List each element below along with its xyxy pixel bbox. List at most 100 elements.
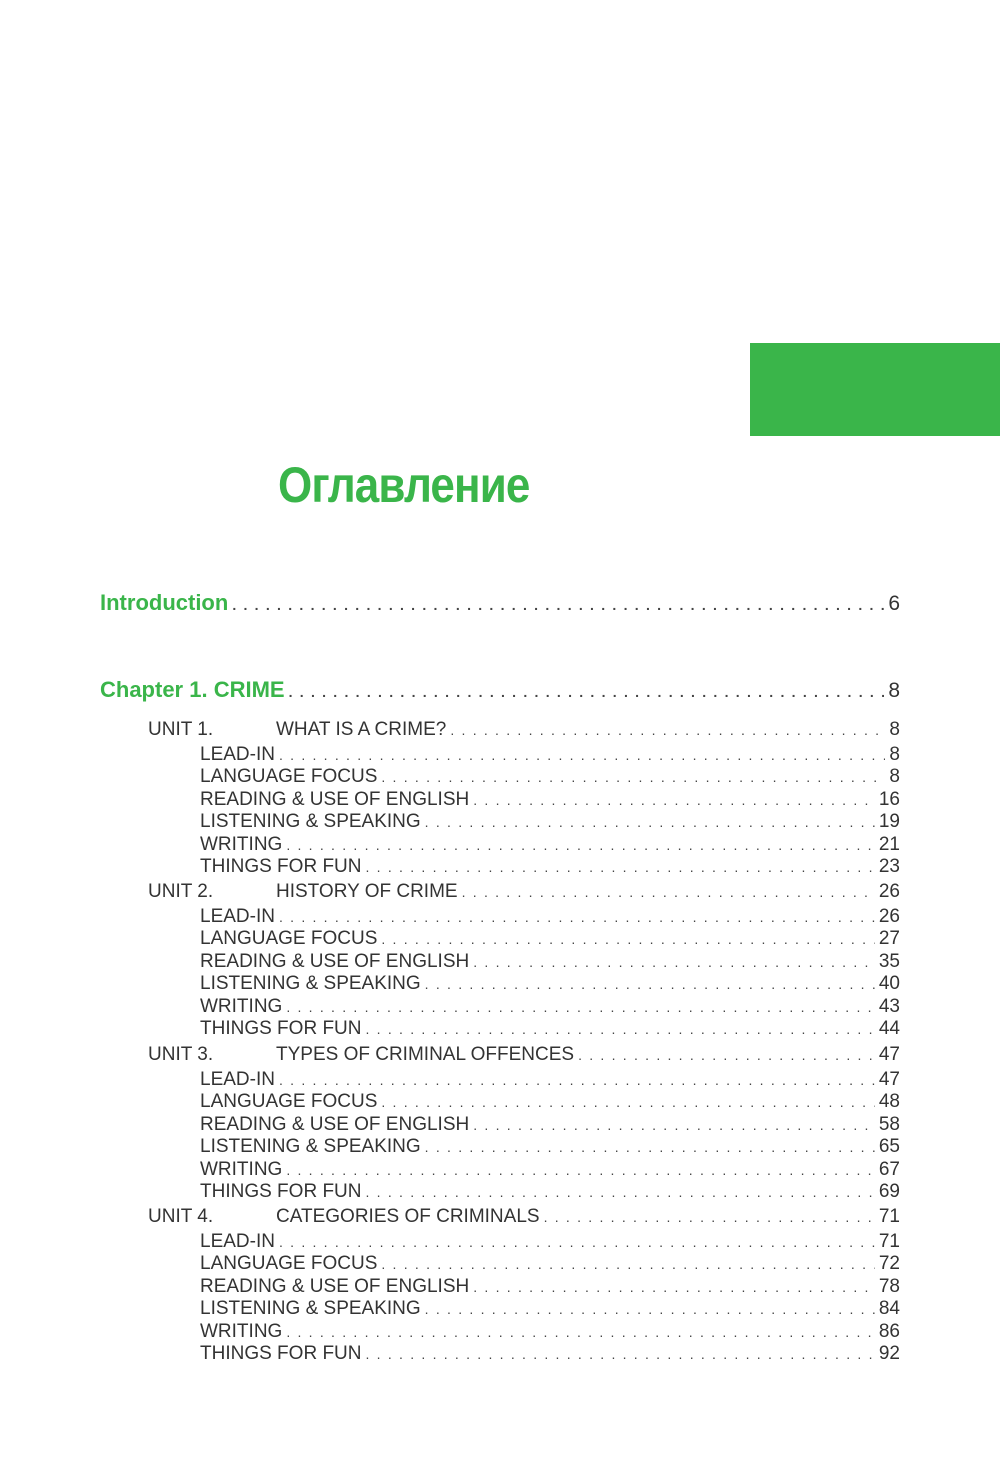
toc-entry-section[interactable]: LANGUAGE FOCUS 48 bbox=[200, 1091, 900, 1113]
toc-entry-section[interactable]: LISTENING & SPEAKING 19 bbox=[200, 811, 900, 833]
toc-entry-page: 8 bbox=[888, 679, 900, 702]
section-label: LEAD-IN bbox=[200, 1069, 275, 1090]
unit-number: UNIT 4. bbox=[148, 1206, 214, 1227]
dot-leader bbox=[473, 954, 875, 970]
dot-leader bbox=[381, 1094, 874, 1110]
toc-entry-section[interactable]: LISTENING & SPEAKING 65 bbox=[200, 1136, 900, 1158]
section-page: 67 bbox=[878, 1158, 900, 1180]
section-page: 26 bbox=[878, 906, 900, 927]
toc-entry-section[interactable]: LEAD-IN 71 bbox=[200, 1231, 900, 1253]
dot-leader bbox=[578, 1047, 875, 1063]
section-label: LISTENING & SPEAKING bbox=[200, 973, 421, 995]
dot-leader bbox=[286, 999, 875, 1015]
section-label: WRITING bbox=[200, 995, 283, 1017]
dot-leader bbox=[381, 931, 874, 947]
toc-entry-section[interactable]: WRITING 67 bbox=[200, 1159, 900, 1181]
section-page: 8 bbox=[889, 744, 900, 765]
unit-number: UNIT 2. bbox=[148, 881, 214, 902]
toc-entry-label: Chapter 1. CRIME bbox=[100, 677, 285, 702]
section-label: READING & USE OF ENGLISH bbox=[200, 950, 470, 972]
unit-page: 8 bbox=[889, 719, 900, 740]
section-label: LEAD-IN bbox=[200, 1231, 275, 1252]
toc-entry-section[interactable]: LISTENING & SPEAKING 40 bbox=[200, 973, 900, 995]
dot-leader bbox=[286, 837, 875, 853]
unit-title: HISTORY OF CRIME bbox=[276, 881, 458, 902]
section-page: 19 bbox=[878, 811, 900, 833]
unit-number: UNIT 3. bbox=[148, 1044, 214, 1065]
toc-entry-unit[interactable]: UNIT 4. CATEGORIES OF CRIMINALS 71 bbox=[148, 1206, 900, 1228]
toc-entry-section[interactable]: READING & USE OF ENGLISH 58 bbox=[200, 1114, 900, 1136]
toc-entry-section[interactable]: THINGS FOR FUN 69 bbox=[200, 1181, 900, 1203]
section-label: LEAD-IN bbox=[200, 744, 275, 765]
toc-entry-section[interactable]: WRITING 86 bbox=[200, 1321, 900, 1343]
toc-entry-section[interactable]: LANGUAGE FOCUS 27 bbox=[200, 928, 900, 950]
toc-entry-section[interactable]: READING & USE OF ENGLISH 78 bbox=[200, 1276, 900, 1298]
section-label: LANGUAGE FOCUS bbox=[200, 1253, 378, 1275]
dot-leader bbox=[279, 909, 875, 925]
toc-entry-section[interactable]: LANGUAGE FOCUS 8 bbox=[200, 766, 900, 788]
section-page: 78 bbox=[878, 1275, 900, 1297]
toc-entry-chapter[interactable]: Chapter 1. CRIME 8 bbox=[100, 677, 900, 703]
dot-leader bbox=[473, 792, 875, 808]
dot-leader bbox=[425, 1139, 875, 1155]
toc-entry-unit[interactable]: UNIT 1. WHAT IS A CRIME? 8 bbox=[148, 719, 900, 741]
section-page: 43 bbox=[878, 995, 900, 1017]
toc-entry-page: 6 bbox=[888, 592, 900, 615]
toc-entry-section[interactable]: WRITING 21 bbox=[200, 834, 900, 856]
section-page: 27 bbox=[878, 928, 900, 950]
section-label: THINGS FOR FUN bbox=[200, 1343, 362, 1364]
page-title: Оглавление bbox=[278, 457, 530, 513]
section-page: 8 bbox=[889, 766, 900, 788]
toc-entry-section[interactable]: LEAD-IN 47 bbox=[200, 1069, 900, 1091]
toc-entry-section[interactable]: THINGS FOR FUN 92 bbox=[200, 1343, 900, 1365]
toc-entry-section[interactable]: THINGS FOR FUN 44 bbox=[200, 1018, 900, 1040]
dot-leader bbox=[473, 1117, 875, 1133]
toc-entry-section[interactable]: LANGUAGE FOCUS 72 bbox=[200, 1253, 900, 1275]
toc-entry-section[interactable]: LISTENING & SPEAKING 84 bbox=[200, 1298, 900, 1320]
section-page: 47 bbox=[878, 1069, 900, 1090]
toc-entry-section[interactable]: LEAD-IN 8 bbox=[200, 744, 900, 766]
dot-leader bbox=[279, 747, 885, 763]
dot-leader bbox=[289, 684, 885, 700]
section-label: WRITING bbox=[200, 1158, 283, 1180]
toc-entry-unit[interactable]: UNIT 2. HISTORY OF CRIME 26 bbox=[148, 881, 900, 903]
dot-leader bbox=[366, 1021, 875, 1037]
section-label: LANGUAGE FOCUS bbox=[200, 1091, 378, 1113]
unit-page: 26 bbox=[878, 881, 900, 902]
section-label: LEAD-IN bbox=[200, 906, 275, 927]
dot-leader bbox=[425, 976, 875, 992]
dot-leader bbox=[425, 814, 875, 830]
section-page: 69 bbox=[878, 1181, 900, 1202]
dot-leader bbox=[279, 1234, 875, 1250]
section-label: THINGS FOR FUN bbox=[200, 856, 362, 877]
dot-leader bbox=[473, 1279, 875, 1295]
toc-entry-unit[interactable]: UNIT 3. TYPES OF CRIMINAL OFFENCES 47 bbox=[148, 1044, 900, 1066]
section-label: LANGUAGE FOCUS bbox=[200, 766, 378, 788]
toc-entry-section[interactable]: READING & USE OF ENGLISH 16 bbox=[200, 789, 900, 811]
unit-number: UNIT 1. bbox=[148, 719, 214, 740]
dot-leader bbox=[232, 597, 884, 613]
dot-leader bbox=[544, 1209, 875, 1225]
section-label: LISTENING & SPEAKING bbox=[200, 1136, 421, 1158]
section-page: 84 bbox=[878, 1298, 900, 1320]
unit-title: CATEGORIES OF CRIMINALS bbox=[276, 1206, 540, 1227]
toc-entry-section[interactable]: THINGS FOR FUN 23 bbox=[200, 856, 900, 878]
dot-leader bbox=[366, 1346, 875, 1362]
unit-title: TYPES OF CRIMINAL OFFENCES bbox=[276, 1044, 575, 1065]
section-page: 71 bbox=[878, 1231, 900, 1252]
toc-entry-section[interactable]: READING & USE OF ENGLISH 35 bbox=[200, 951, 900, 973]
section-label: READING & USE OF ENGLISH bbox=[200, 1113, 470, 1135]
green-decorative-block bbox=[750, 343, 1000, 436]
toc-entry-section[interactable]: LEAD-IN 26 bbox=[200, 906, 900, 928]
section-label: WRITING bbox=[200, 1320, 283, 1342]
toc-entry-introduction[interactable]: Introduction 6 bbox=[100, 590, 900, 616]
dot-leader bbox=[381, 1256, 874, 1272]
dot-leader bbox=[286, 1324, 875, 1340]
section-label: WRITING bbox=[200, 833, 283, 855]
unit-page: 47 bbox=[878, 1044, 900, 1065]
toc-entry-section[interactable]: WRITING 43 bbox=[200, 996, 900, 1018]
section-page: 65 bbox=[878, 1136, 900, 1158]
dot-leader bbox=[381, 769, 885, 785]
section-label: READING & USE OF ENGLISH bbox=[200, 1275, 470, 1297]
section-page: 44 bbox=[878, 1018, 900, 1039]
